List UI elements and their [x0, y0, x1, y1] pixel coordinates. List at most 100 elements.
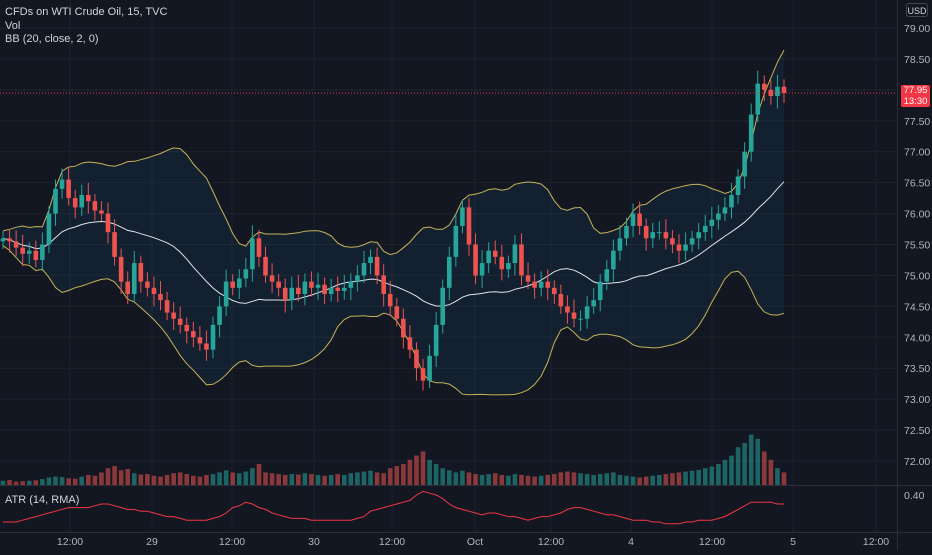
candle-body — [414, 349, 419, 369]
price-tick-label: 75.50 — [904, 240, 930, 252]
volume-bar — [781, 472, 787, 485]
candle-body — [13, 241, 19, 248]
candle-body — [466, 207, 472, 245]
time-axis[interactable]: 12:00 29 12:00 30 12:00 Oct 12:00 4 12:00 5 12:00 — [57, 536, 889, 548]
candle-body — [584, 306, 590, 319]
candle-body — [748, 114, 754, 152]
volume-bar — [322, 475, 327, 485]
candle-body — [657, 232, 662, 234]
volume-bar — [460, 470, 465, 485]
candle-body — [689, 238, 695, 245]
candle-body — [545, 281, 551, 288]
candle-body — [663, 232, 669, 239]
candle-body — [164, 300, 170, 313]
volume-bar — [755, 438, 761, 485]
price-tick-label: 73.50 — [904, 363, 930, 375]
volume-bar — [204, 474, 209, 485]
candle-body — [59, 179, 65, 189]
candle-body — [361, 263, 367, 276]
candle-body — [729, 195, 734, 208]
volume-bar — [565, 471, 570, 485]
candle-body — [230, 281, 236, 288]
candle-body — [768, 89, 774, 97]
candle-body — [145, 281, 150, 288]
candle-body — [394, 306, 400, 319]
legend-volume[interactable]: Vol — [5, 20, 21, 32]
candle-body — [407, 337, 413, 350]
candle-body — [742, 151, 747, 177]
candle-body — [53, 188, 58, 214]
candle-body — [7, 238, 12, 242]
candle-body — [492, 250, 498, 257]
volume-bar — [151, 475, 157, 485]
candle-body — [427, 355, 432, 381]
volume-bar — [637, 477, 642, 485]
volume-bar — [414, 455, 419, 485]
bb-basis — [2, 181, 785, 307]
currency-badge[interactable]: USD — [906, 3, 928, 17]
candle-body — [138, 263, 144, 282]
legend-bb[interactable]: BB (20, close, 2, 0) — [5, 33, 99, 45]
candle-body — [322, 284, 327, 294]
volume-bar — [33, 480, 39, 485]
candle-body — [401, 318, 406, 338]
candle-body — [440, 287, 446, 325]
price-tick-label: 78.50 — [904, 54, 930, 66]
volume-bar — [420, 451, 426, 485]
candle-body — [99, 210, 104, 214]
price-tick-label: 77.00 — [904, 147, 930, 159]
time-tick-label: 12:00 — [538, 536, 564, 548]
candle-body — [151, 287, 157, 294]
candle-body — [525, 275, 531, 282]
candle-body — [184, 324, 190, 332]
candle-body — [92, 201, 98, 211]
volume-bar — [722, 459, 728, 485]
volume-bar — [394, 466, 400, 485]
volume-bar — [670, 473, 675, 485]
volume-bar — [210, 474, 216, 485]
time-tick-label: 5 — [790, 536, 796, 548]
candle-body — [118, 256, 124, 282]
volume-bar — [276, 474, 281, 485]
time-tick-label: Oct — [467, 536, 483, 548]
volume-bar — [742, 443, 747, 485]
volume-bar — [250, 468, 255, 485]
volume-bar — [309, 474, 314, 485]
candle-body — [755, 83, 761, 115]
volume-bar — [466, 472, 472, 485]
candle-body — [374, 256, 380, 276]
candle-body — [420, 368, 426, 381]
candle-body — [702, 225, 708, 233]
candle-body — [446, 256, 452, 288]
volume-bar — [197, 476, 203, 485]
volume-bar — [7, 479, 12, 485]
volume-bar — [86, 474, 91, 485]
candle-body — [282, 287, 288, 301]
legend-symbol[interactable]: CFDs on WTI Crude Oil, 15, TVC — [5, 6, 168, 18]
candle-body — [348, 281, 354, 288]
volume-bar — [112, 466, 117, 485]
price-tick-label: 74.00 — [904, 332, 930, 344]
grid-lines — [0, 0, 897, 532]
price-tick-label: 76.00 — [904, 209, 930, 221]
time-tick-label: 12:00 — [57, 536, 83, 548]
candle-body — [302, 281, 308, 294]
candle-body — [643, 225, 649, 239]
candle-body — [223, 281, 229, 307]
candle-body — [551, 287, 557, 294]
price-tick-label: 77.50 — [904, 116, 930, 128]
candlesticks — [0, 70, 897, 391]
candle-body — [66, 179, 71, 199]
candle-body — [26, 250, 32, 254]
candle-body — [433, 324, 439, 356]
volume-bar — [617, 474, 623, 485]
volume-bar — [269, 473, 275, 485]
volume-bar — [315, 474, 321, 485]
volume-bar — [499, 474, 505, 485]
volume-bar — [775, 468, 780, 485]
legend-atr[interactable]: ATR (14, RMA) — [5, 494, 80, 506]
volume-bar — [440, 468, 446, 485]
volume-bar — [611, 472, 616, 485]
volume-bar — [630, 476, 636, 485]
